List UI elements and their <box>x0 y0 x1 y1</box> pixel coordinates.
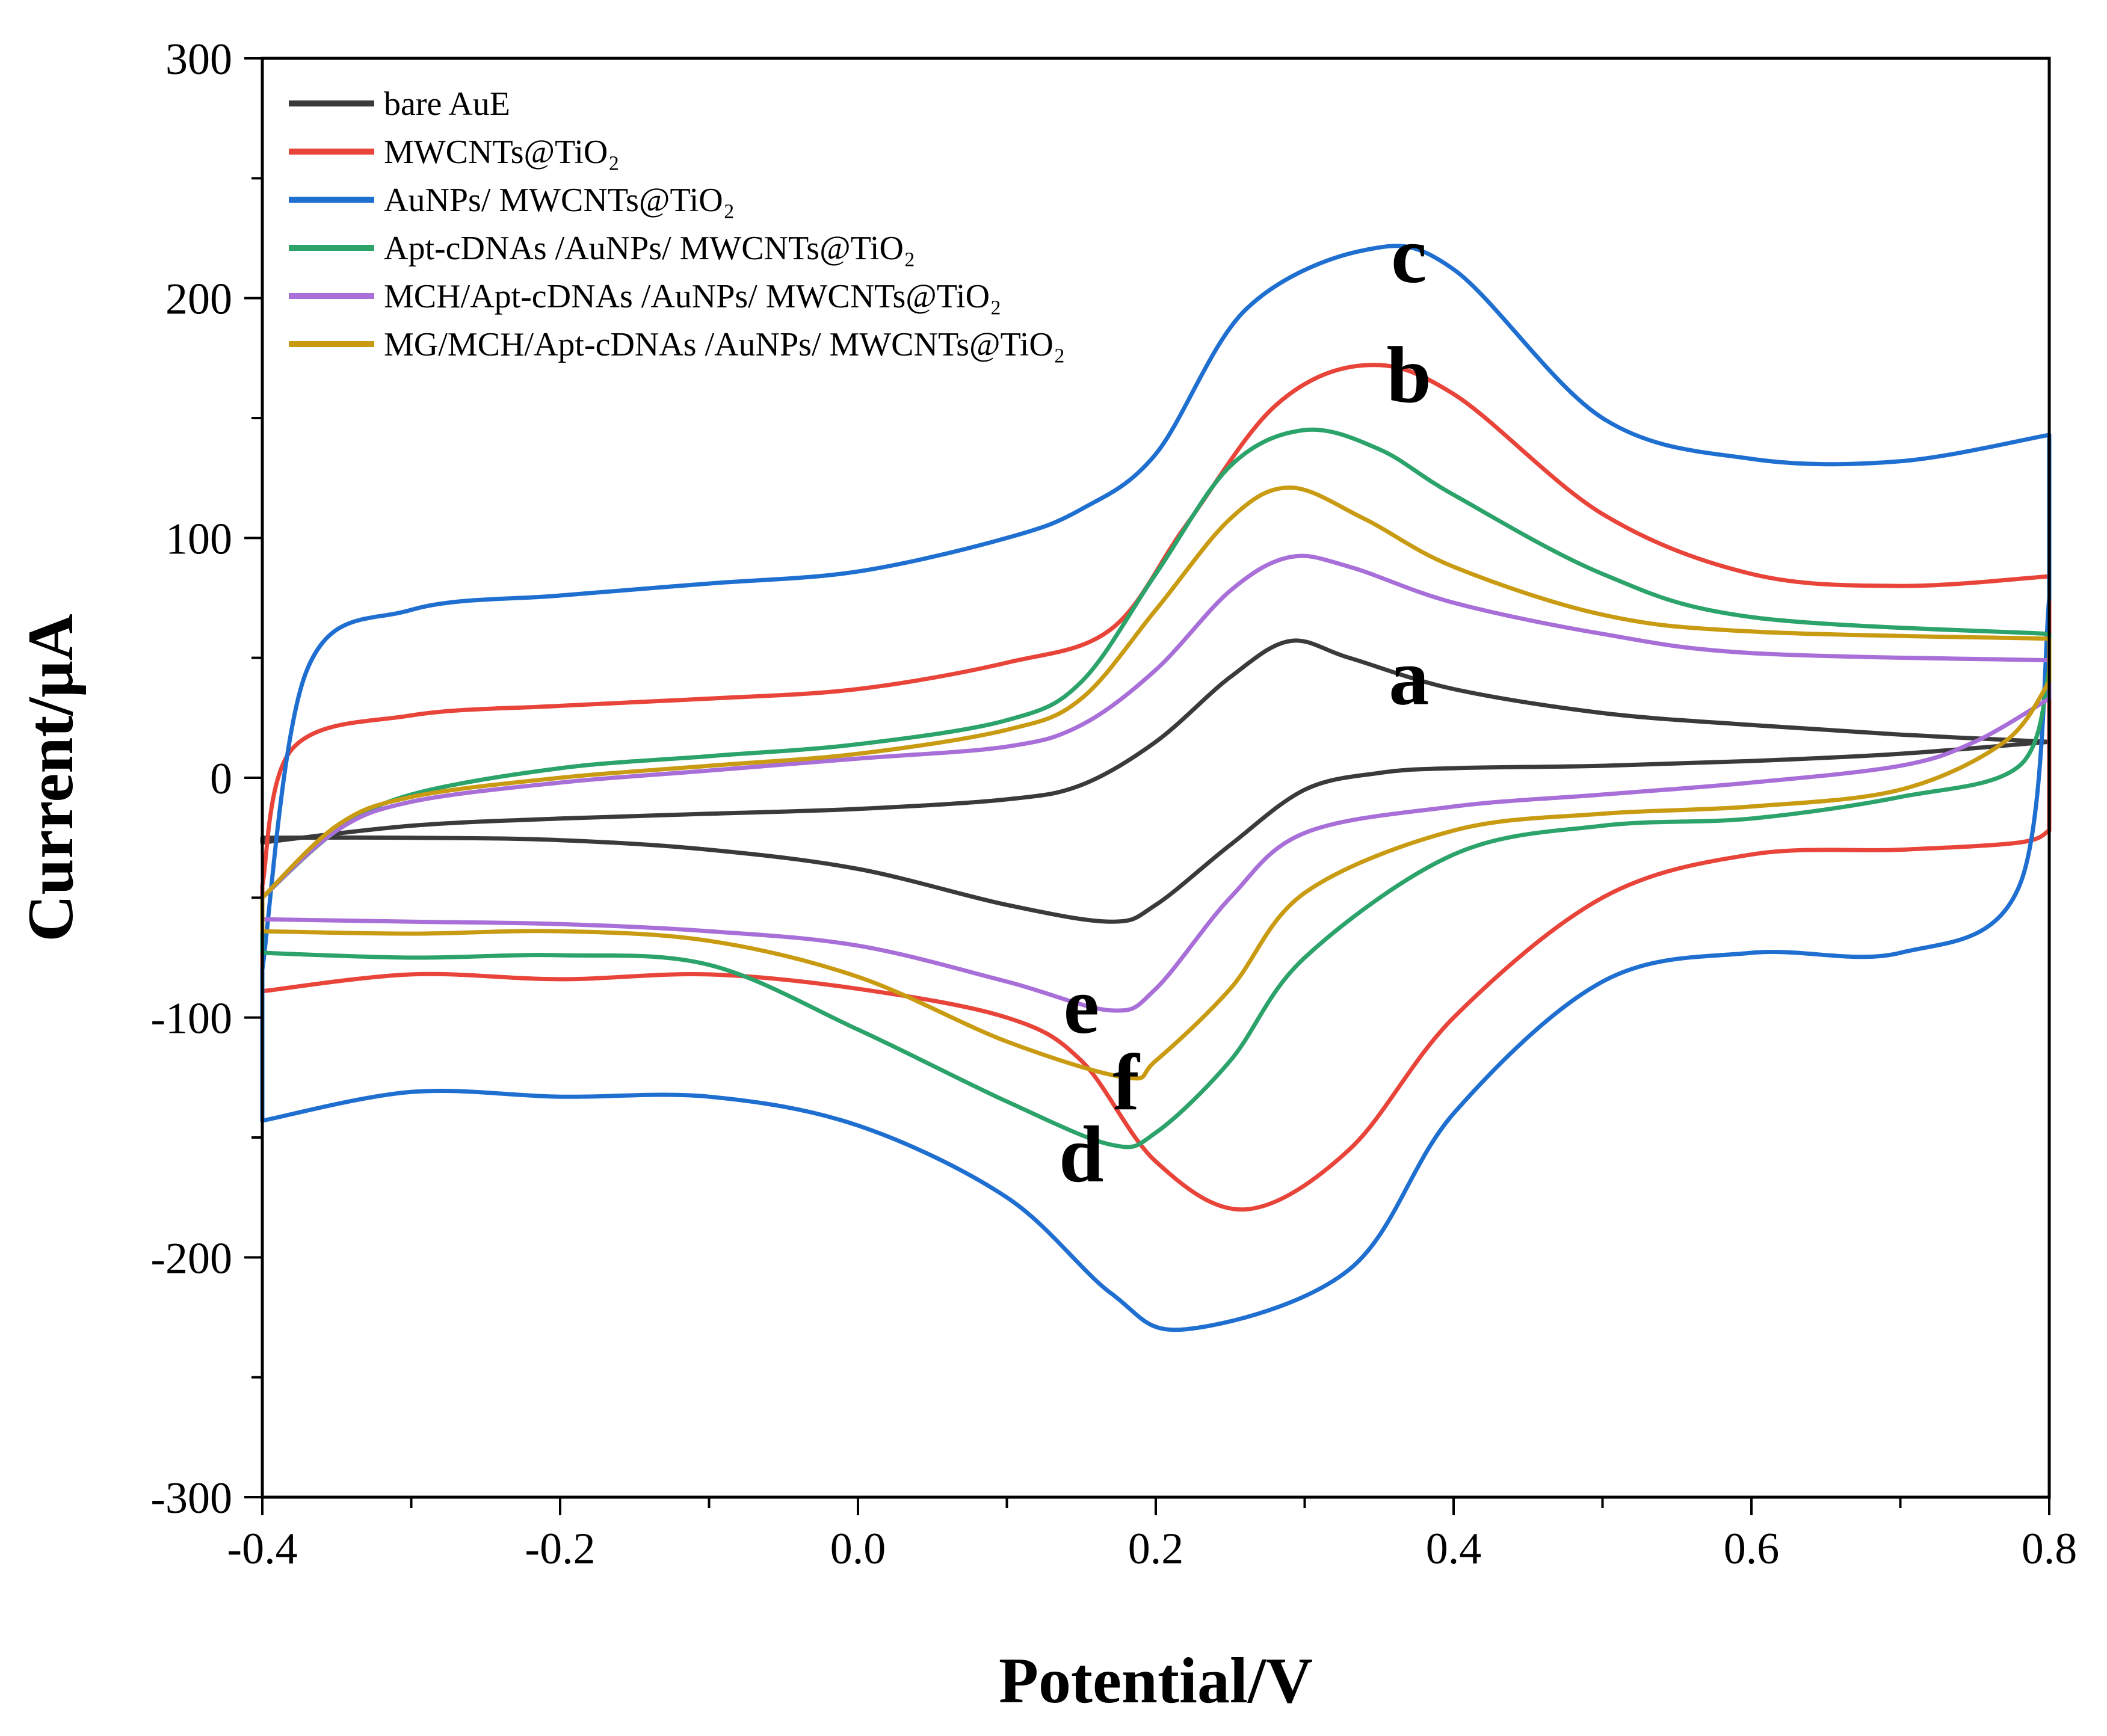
curve-label-c: c <box>1391 211 1427 300</box>
legend-entry: MCH/Apt-cDNAs /AuNPs/ MWCNTs@TiO₂ <box>384 278 1002 315</box>
y-tick-label: 200 <box>165 275 232 324</box>
x-tick-label: -0.2 <box>525 1524 595 1574</box>
x-tick-label: 0.2 <box>1128 1524 1184 1574</box>
y-tick-label: -300 <box>150 1474 232 1523</box>
curve-label-e: e <box>1064 961 1099 1050</box>
x-tick-label: 0.8 <box>2022 1524 2078 1574</box>
legend: bare AuE MWCNTs@TiO₂ AuNPs/ MWCNTs@TiO₂ Apt… <box>289 85 1065 363</box>
y-tick-label: -100 <box>150 994 232 1044</box>
legend-entry: AuNPs/ MWCNTs@TiO₂ <box>384 182 735 219</box>
legend-entry: MG/MCH/Apt-cDNAs /AuNPs/ MWCNTs@TiO₂ <box>384 326 1065 363</box>
x-axis-title: Potential/V <box>999 1645 1313 1717</box>
y-axis-title: Current/μA <box>15 614 87 941</box>
x-tick-label: 0.0 <box>830 1524 886 1574</box>
cv-curve-c <box>260 244 2052 1332</box>
curve-label-b: b <box>1386 330 1431 419</box>
curve-label-d: d <box>1059 1110 1104 1199</box>
x-tick-label: 0.6 <box>1724 1524 1780 1574</box>
curve-label-f: f <box>1112 1038 1140 1127</box>
y-tick-label: 300 <box>165 35 232 84</box>
legend-entry: Apt-cDNAs /AuNPs/ MWCNTs@TiO₂ <box>384 230 915 267</box>
curve-labels: cb a efd <box>1059 211 1431 1199</box>
cv-curve-b <box>260 363 2052 1212</box>
x-tick-label: -0.4 <box>227 1524 297 1574</box>
y-axis-ticks: -300 -200 -100 0 100 200 300 <box>150 35 262 1523</box>
legend-entry: MWCNTs@TiO₂ <box>384 134 620 171</box>
y-tick-label: 100 <box>165 514 232 564</box>
y-tick-label: 0 <box>210 754 232 804</box>
x-axis-ticks: -0.4 -0.2 0.0 0.2 0.4 0.6 0.8 <box>227 1497 2077 1574</box>
legend-entry: bare AuE <box>384 85 510 123</box>
x-tick-label: 0.4 <box>1426 1524 1482 1574</box>
y-tick-label: -200 <box>150 1234 232 1283</box>
curve-label-a: a <box>1389 633 1429 722</box>
